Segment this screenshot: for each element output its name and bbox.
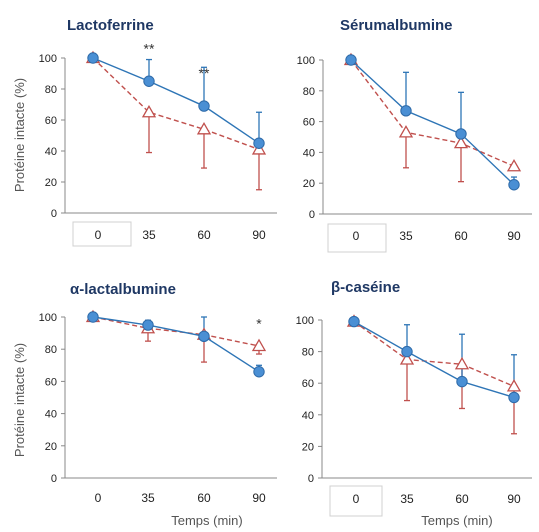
- category-label-box: [327, 223, 387, 253]
- x-tick-label: 0: [353, 229, 360, 243]
- x-tick-label: 35: [400, 492, 414, 506]
- x-tick-label: 90: [252, 228, 266, 242]
- x-tick-label: 60: [455, 492, 469, 506]
- data-point-triangle: [196, 121, 212, 135]
- series-line-circle: [353, 320, 515, 399]
- x-tick-label: 60: [454, 229, 468, 243]
- data-point-circle: [87, 311, 99, 323]
- y-tick-label: 60: [302, 378, 314, 390]
- y-tick-label: 20: [303, 178, 315, 190]
- data-point-circle: [253, 366, 265, 378]
- x-tick-label: 35: [141, 491, 155, 505]
- x-tick-label: 90: [252, 491, 266, 505]
- x-tick-label: 35: [142, 228, 156, 242]
- panel-title: α-lactalbumine: [70, 281, 176, 298]
- y-tick-label: 20: [45, 177, 57, 189]
- data-point-circle: [87, 52, 99, 64]
- x-tick-label: 60: [197, 491, 211, 505]
- series-line-triangle: [92, 316, 260, 347]
- data-point-triangle: [453, 135, 469, 149]
- x-axis-label: Temps (min): [171, 513, 243, 528]
- y-tick-label: 80: [45, 84, 57, 96]
- y-tick-label: 100: [296, 315, 314, 327]
- data-point-circle: [455, 128, 467, 140]
- data-point-circle: [198, 100, 210, 112]
- y-tick-label: 40: [45, 146, 57, 158]
- y-tick-label: 0: [51, 473, 57, 485]
- y-tick-label: 100: [297, 55, 315, 67]
- data-point-circle: [456, 375, 468, 388]
- x-tick-label: 0: [95, 491, 102, 505]
- data-point-triangle: [454, 356, 470, 370]
- y-tick-label: 100: [39, 312, 57, 324]
- data-point-circle: [508, 391, 520, 404]
- panel-title: Lactoferrine: [67, 17, 154, 34]
- panel-title: β-caséine: [331, 279, 400, 296]
- series-line-circle: [350, 59, 515, 186]
- data-point-circle: [400, 105, 412, 117]
- y-tick-label: 40: [45, 409, 57, 421]
- panel-title: Sérumalbumine: [340, 17, 453, 34]
- series-line-circle: [92, 57, 260, 144]
- data-point-circle: [345, 54, 357, 66]
- data-point-circle: [198, 330, 210, 343]
- y-tick-label: 60: [45, 376, 57, 388]
- panel-alpha-lactalbumine: α-lactalbumine Protéine intacte (%) Temp…: [12, 281, 277, 528]
- y-tick-label: 0: [308, 473, 314, 485]
- x-tick-label: 90: [507, 492, 521, 506]
- significance-marker: *: [256, 315, 262, 331]
- data-point-circle: [348, 315, 360, 328]
- y-tick-label: 60: [303, 117, 315, 129]
- category-label-box: [72, 221, 132, 247]
- x-tick-label: 0: [95, 228, 102, 242]
- y-tick-label: 80: [303, 86, 315, 98]
- series-line-triangle: [350, 59, 515, 167]
- y-tick-label: 40: [303, 147, 315, 159]
- data-point-triangle: [141, 104, 157, 118]
- x-tick-label: 0: [353, 492, 360, 506]
- y-tick-label: 80: [302, 347, 314, 359]
- series-line-circle: [92, 316, 260, 373]
- x-axis-label: Temps (min): [421, 513, 493, 528]
- y-tick-label: 0: [309, 209, 315, 221]
- y-tick-label: 100: [39, 53, 57, 65]
- series-line-triangle: [353, 321, 515, 388]
- data-point-circle: [401, 345, 413, 358]
- y-tick-label: 80: [45, 344, 57, 356]
- data-point-circle: [142, 319, 154, 331]
- y-axis-label: Protéine intacte (%): [12, 343, 27, 457]
- panel-beta-caseine: β-caséine Temps (min) 0 20 40 60 80 100 0 35 60 9…: [296, 279, 532, 528]
- x-tick-label: 60: [197, 228, 211, 242]
- panel-lactoferrine: Lactoferrine Protéine intacte (%) 0 20 40 6…: [12, 17, 277, 247]
- data-point-triangle: [399, 352, 415, 365]
- category-label-box: [329, 485, 383, 517]
- data-point-triangle: [251, 338, 267, 352]
- y-axis-label: Protéine intacte (%): [12, 78, 27, 192]
- data-point-circle: [253, 137, 265, 149]
- series-line-triangle: [92, 57, 260, 151]
- data-point-triangle: [398, 125, 414, 138]
- x-tick-label: 90: [507, 229, 521, 243]
- data-point-circle: [508, 179, 520, 191]
- y-tick-label: 20: [45, 441, 57, 453]
- y-tick-label: 0: [51, 208, 57, 220]
- significance-marker: **: [199, 65, 210, 81]
- x-tick-label: 35: [399, 229, 413, 243]
- y-tick-label: 20: [302, 441, 314, 453]
- y-tick-label: 60: [45, 115, 57, 127]
- panel-serumalbumine: Sérumalbumine 0 20 40 60 80 100 0 35 60 90: [297, 17, 532, 253]
- data-point-triangle: [506, 379, 522, 392]
- data-point-triangle: [506, 158, 522, 172]
- y-tick-label: 40: [302, 410, 314, 422]
- data-point-circle: [143, 75, 155, 87]
- significance-marker: **: [144, 40, 155, 56]
